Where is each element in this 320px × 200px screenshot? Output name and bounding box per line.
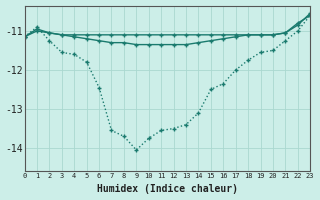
X-axis label: Humidex (Indice chaleur): Humidex (Indice chaleur)	[97, 184, 238, 194]
